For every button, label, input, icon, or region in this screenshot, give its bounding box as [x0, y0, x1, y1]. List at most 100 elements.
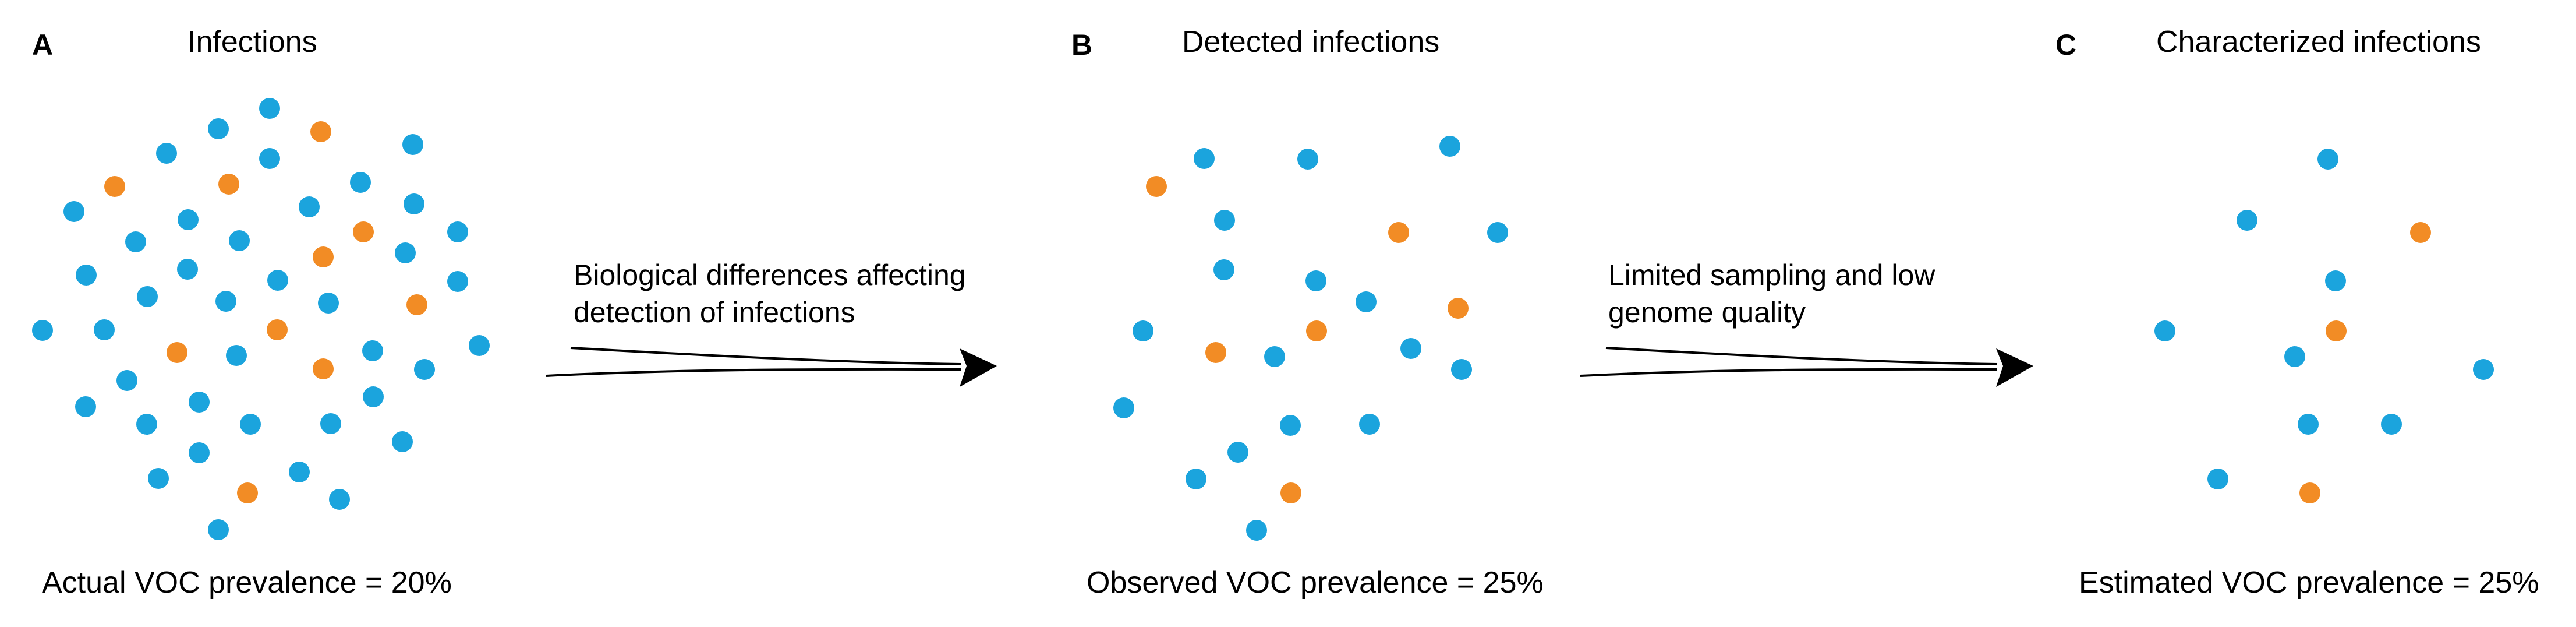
non-voc-infection-dot	[2154, 320, 2175, 341]
non-voc-infection-dot	[1280, 415, 1301, 436]
non-voc-infection-dot	[2325, 270, 2346, 291]
arrow-2-lower-line	[1580, 368, 1998, 377]
non-voc-infection-dot	[156, 143, 177, 164]
non-voc-infection-dot	[75, 396, 96, 417]
arrow-1-label-line1: Biological differences affecting	[574, 259, 966, 291]
non-voc-infection-dot	[76, 265, 97, 286]
voc-infection-dot	[353, 221, 374, 242]
non-voc-infection-dot	[1305, 270, 1326, 291]
non-voc-infection-dot	[267, 270, 288, 291]
non-voc-infection-dot	[1227, 442, 1248, 463]
non-voc-infection-dot	[318, 293, 339, 314]
voc-infection-dot	[406, 294, 427, 315]
non-voc-infection-dot	[414, 359, 435, 380]
voc-infection-dot	[2326, 320, 2347, 341]
panel-a-letter: A	[32, 29, 54, 61]
arrow-1-lower-line	[546, 368, 961, 377]
non-voc-infection-dot	[2284, 346, 2305, 367]
non-voc-infection-dot	[116, 370, 137, 391]
arrow-1-upper-line	[570, 347, 961, 365]
voc-infection-dot	[167, 342, 187, 363]
non-voc-infection-dot	[125, 231, 146, 252]
panel-c-letter: C	[2055, 29, 2077, 61]
non-voc-infection-dot	[1451, 359, 1472, 380]
panel-b-letter: B	[1071, 29, 1093, 61]
voc-infection-dot	[313, 358, 334, 379]
voc-infection-dot	[313, 246, 334, 267]
arrow-2	[1580, 347, 2033, 387]
panel-c-title: Characterized infections	[2156, 25, 2481, 59]
non-voc-infection-dot	[363, 386, 384, 407]
non-voc-infection-dot	[1133, 320, 1153, 341]
panel-b-title: Detected infections	[1182, 25, 1440, 59]
non-voc-infection-dot	[63, 201, 84, 222]
voc-infection-dot	[237, 482, 258, 503]
voc-infection-dot	[104, 176, 125, 197]
non-voc-infection-dot	[2237, 210, 2257, 231]
voc-infection-dot	[218, 174, 239, 195]
infection-dots	[32, 98, 2494, 541]
non-voc-infection-dot	[189, 392, 210, 413]
non-voc-infection-dot	[177, 259, 198, 280]
non-voc-infection-dot	[136, 414, 157, 435]
non-voc-infection-dot	[215, 291, 236, 312]
non-voc-infection-dot	[299, 196, 320, 217]
panel-a-title: Infections	[187, 25, 317, 59]
non-voc-infection-dot	[447, 221, 468, 242]
non-voc-infection-dot	[1356, 291, 1377, 312]
voc-infection-dot	[267, 319, 288, 340]
non-voc-infection-dot	[226, 345, 247, 366]
voc-infection-dot	[1448, 298, 1469, 319]
arrow-2-label-line2: genome quality	[1608, 296, 1806, 329]
arrow-2-upper-line	[1605, 347, 1998, 365]
arrow-1-head	[960, 348, 997, 387]
voc-infection-dot	[1306, 320, 1327, 341]
non-voc-infection-dot	[259, 148, 280, 169]
non-voc-infection-dot	[1213, 259, 1234, 280]
non-voc-infection-dot	[178, 209, 199, 230]
non-voc-infection-dot	[395, 242, 416, 263]
arrow-1-label-line2: detection of infections	[574, 296, 855, 329]
voc-infection-dot	[2410, 222, 2431, 243]
voc-infection-dot	[1280, 482, 1301, 503]
non-voc-infection-dot	[189, 442, 210, 463]
non-voc-infection-dot	[1264, 346, 1285, 367]
non-voc-infection-dot	[2317, 149, 2338, 170]
arrow-2-label-line1: Limited sampling and low	[1608, 259, 1935, 291]
non-voc-infection-dot	[1297, 149, 1318, 170]
non-voc-infection-dot	[320, 413, 341, 434]
non-voc-infection-dot	[137, 286, 158, 307]
non-voc-infection-dot	[2473, 359, 2494, 380]
non-voc-infection-dot	[2207, 469, 2228, 489]
non-voc-infection-dot	[240, 414, 261, 435]
non-voc-infection-dot	[1439, 136, 1460, 157]
voc-infection-dot	[1388, 222, 1409, 243]
non-voc-infection-dot	[1487, 222, 1508, 243]
non-voc-infection-dot	[2298, 414, 2319, 435]
panel-c-prevalence: Estimated VOC prevalence = 25%	[2079, 566, 2539, 600]
non-voc-infection-dot	[94, 319, 115, 340]
non-voc-infection-dot	[148, 468, 169, 489]
arrow-2-head	[1996, 348, 2033, 387]
arrow-2-label: Limited sampling and low genome quality	[1608, 256, 1935, 331]
non-voc-infection-dot	[469, 335, 490, 356]
non-voc-infection-dot	[289, 462, 310, 482]
voc-infection-dot	[1205, 342, 1226, 363]
non-voc-infection-dot	[362, 340, 383, 361]
non-voc-infection-dot	[404, 193, 424, 214]
arrow-1-label: Biological differences affecting detecti…	[574, 256, 966, 331]
non-voc-infection-dot	[1186, 469, 1206, 489]
non-voc-infection-dot	[1194, 148, 1215, 169]
non-voc-infection-dot	[208, 519, 229, 540]
voc-infection-dot	[2299, 482, 2320, 503]
voc-infection-dot	[310, 121, 331, 142]
non-voc-infection-dot	[402, 134, 423, 155]
non-voc-infection-dot	[350, 172, 371, 193]
non-voc-infection-dot	[329, 489, 350, 510]
panel-a-prevalence: Actual VOC prevalence = 20%	[42, 566, 452, 600]
panel-b-prevalence: Observed VOC prevalence = 25%	[1087, 566, 1544, 600]
non-voc-infection-dot	[32, 320, 53, 341]
non-voc-infection-dot	[1359, 414, 1380, 435]
non-voc-infection-dot	[1246, 520, 1267, 541]
non-voc-infection-dot	[1113, 397, 1134, 418]
